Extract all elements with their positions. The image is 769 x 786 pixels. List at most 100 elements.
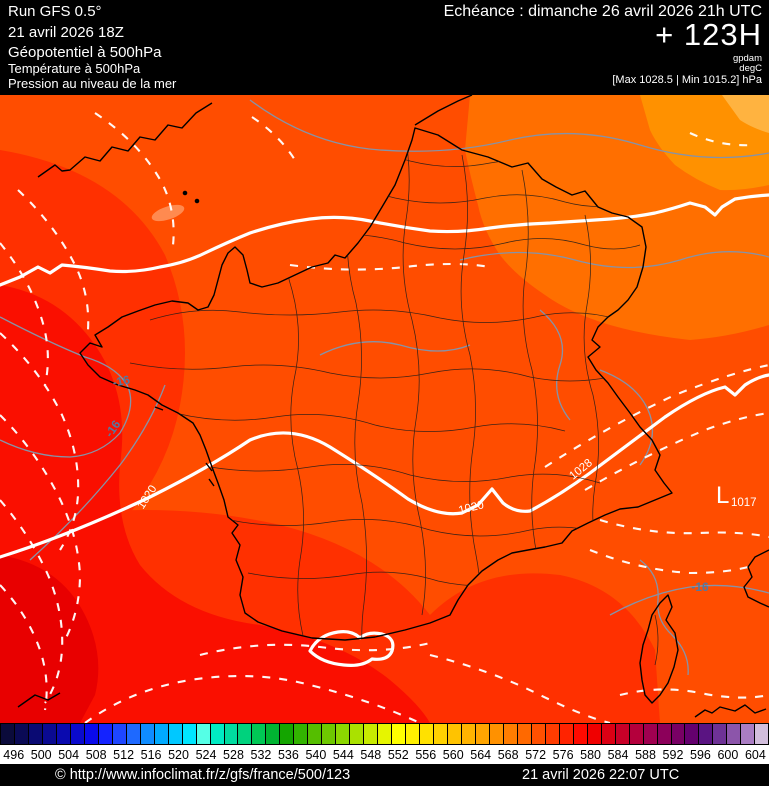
- colorbar-cell: [224, 724, 239, 744]
- copyright-url: © http://www.infoclimat.fr/z/gfs/france/…: [55, 767, 351, 783]
- colorbar-scale-value: 524: [195, 747, 217, 762]
- weather-map: 1020 1020 1028 -16 -16 -16 L 1017: [0, 95, 769, 723]
- map-svg: 1020 1020 1028 -16 -16 -16 L 1017: [0, 95, 769, 723]
- colorbar-cell: [559, 724, 574, 744]
- colorbar-cell: [727, 724, 742, 744]
- colorbar-cell: [98, 724, 113, 744]
- colorbar-scale-value: 508: [85, 747, 107, 762]
- colorbar-cell: [182, 724, 197, 744]
- colorbar-scale-value: 564: [470, 747, 492, 762]
- colorbar-scale-value: 520: [168, 747, 189, 762]
- colorbar-cell: [448, 724, 462, 744]
- colorbar-cell: [741, 724, 756, 744]
- colorbar-cell: [489, 724, 504, 744]
- unit-degc-label: degC: [739, 63, 762, 74]
- colorbar-scale-value: 512: [113, 747, 135, 762]
- param-geopotential-label: Géopotentiel à 500hPa: [8, 44, 162, 61]
- low-pressure-marker: L 1017: [716, 482, 757, 509]
- colorbar-cell: [685, 724, 700, 744]
- footer: © http://www.infoclimat.fr/z/gfs/france/…: [0, 764, 769, 786]
- colorbar-cell: [112, 724, 127, 744]
- colorbar-cell: [392, 724, 407, 744]
- colorbar-scale-value: 548: [360, 747, 382, 762]
- colorbar-cell: [615, 724, 630, 744]
- colorbar-cell: [168, 724, 183, 744]
- colorbar-cell: [322, 724, 337, 744]
- colorbar-cell: [657, 724, 672, 744]
- run-date-label: 21 avril 2026 18Z: [8, 24, 124, 41]
- colorbar-cell: [14, 724, 29, 744]
- colorbar-cell: [475, 724, 490, 744]
- colorbar: [0, 723, 769, 745]
- colorbar-cell: [266, 724, 281, 744]
- colorbar-cell: [140, 724, 155, 744]
- colorbar-cell: [56, 724, 71, 744]
- colorbar-scale-value: 584: [607, 747, 629, 762]
- colorbar-scale-labels: 496 500 504 508 512 516 520 524 528 532 536 540 544 5…: [0, 745, 769, 764]
- colorbar-cell: [126, 724, 141, 744]
- header: Run GFS 0.5° 21 avril 2026 18Z Géopotent…: [0, 0, 769, 95]
- colorbar-cell: [0, 724, 15, 744]
- coastlines: [17, 95, 769, 718]
- colorbar-scale-value: 536: [277, 747, 299, 762]
- fill-regions: [0, 95, 769, 723]
- colorbar-scale-value: 552: [387, 747, 409, 762]
- colorbar-scale-value: 496: [3, 747, 25, 762]
- colorbar-cell: [643, 724, 658, 744]
- pressure-isobars: [0, 193, 769, 667]
- forecast-validity-label: Echéance : dimanche 26 avril 2026 21h UT…: [443, 3, 762, 20]
- colorbar-scale-value: 580: [580, 747, 601, 762]
- colorbar-cell: [629, 724, 644, 744]
- colorbar-scale-value: 600: [717, 747, 739, 762]
- forecast-hour-label: + 123H: [655, 17, 762, 52]
- colorbar-cell: [531, 724, 546, 744]
- colorbar-cell: [713, 724, 728, 744]
- colorbar-scale-value: 572: [525, 747, 547, 762]
- colorbar-cell: [755, 724, 769, 744]
- colorbar-cell: [196, 724, 211, 744]
- colorbar-cell: [210, 724, 225, 744]
- colorbar-cell: [420, 724, 435, 744]
- colorbar-cell: [671, 724, 686, 744]
- colorbar-cell: [503, 724, 518, 744]
- colorbar-scale-value: 588: [635, 747, 656, 762]
- colorbar-cell: [252, 724, 267, 744]
- colorbar-scale-value: 560: [442, 747, 464, 762]
- colorbar-scale-value: 604: [744, 747, 766, 762]
- unit-gpdam-label: gpdam: [732, 53, 762, 64]
- colorbar-cell: [517, 724, 532, 744]
- colorbar-cell: [308, 724, 323, 744]
- colorbar-cell: [350, 724, 365, 744]
- colorbar-scale-value: 516: [140, 747, 162, 762]
- colorbar-scale-value: 576: [552, 747, 574, 762]
- colorbar-cell: [587, 724, 602, 744]
- colorbar-scale-value: 504: [58, 747, 80, 762]
- generation-timestamp: 21 avril 2026 22:07 UTC: [522, 767, 680, 783]
- maxmin-label: [Max 1028.5 | Min 1015.2] hPa: [612, 74, 762, 86]
- colorbar-cell: [280, 724, 295, 744]
- colorbar-cell: [364, 724, 379, 744]
- temp-contour-label: -16: [691, 580, 709, 594]
- colorbar-cell: [545, 724, 560, 744]
- colorbar-scale-value: 528: [223, 747, 244, 762]
- colorbar-cell: [336, 724, 351, 744]
- colorbar-cell: [699, 724, 714, 744]
- colorbar-cell: [84, 724, 99, 744]
- colorbar-cell: [42, 724, 57, 744]
- colorbar-cell: [434, 724, 448, 744]
- colorbar-cell: [601, 724, 616, 744]
- param-pressure-label: Pression au niveau de la mer: [8, 76, 177, 91]
- temp-contour-label: -16: [111, 372, 131, 389]
- colorbar-cell: [294, 724, 309, 744]
- param-temperature-label: Température à 500hPa: [8, 61, 141, 76]
- colorbar-cell: [461, 724, 476, 744]
- model-run-label: Run GFS 0.5°: [8, 3, 102, 20]
- colorbar-scale-value: 540: [305, 747, 327, 762]
- colorbar-scale-value: 596: [690, 747, 711, 762]
- colorbar-cell: [154, 724, 169, 744]
- colorbar-scale-value: 500: [30, 747, 52, 762]
- colorbar-scale-value: 568: [497, 747, 519, 762]
- colorbar-scale-value: 532: [250, 747, 272, 762]
- low-value: 1017: [731, 497, 757, 509]
